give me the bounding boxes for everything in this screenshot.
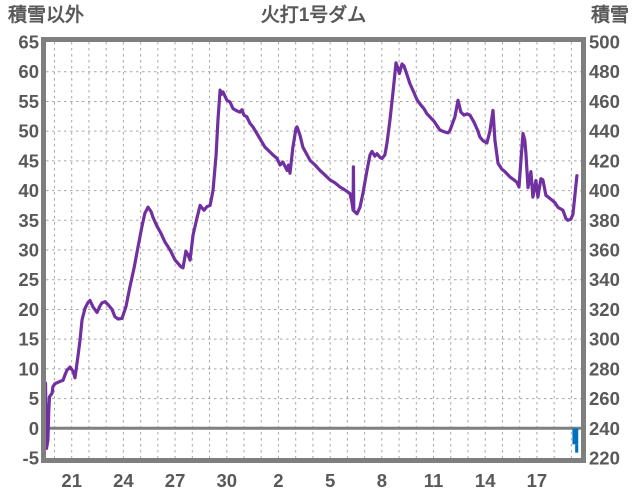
svg-text:5: 5: [29, 388, 39, 409]
svg-text:50: 50: [18, 121, 39, 142]
svg-text:55: 55: [18, 91, 39, 112]
svg-text:20: 20: [18, 299, 39, 320]
svg-text:30: 30: [216, 470, 237, 491]
svg-text:21: 21: [61, 470, 82, 491]
svg-text:300: 300: [589, 329, 620, 350]
grid-lines: [46, 42, 581, 458]
chart-title: 火打1号ダム: [260, 5, 367, 26]
right-axis-ticks: 500 480 460 440 420 400 380 360 340 320 300 280 260 2…: [589, 32, 620, 469]
svg-text:2: 2: [273, 470, 283, 491]
svg-text:8: 8: [377, 470, 387, 491]
svg-text:14: 14: [475, 470, 496, 491]
svg-text:24: 24: [113, 470, 134, 491]
svg-text:45: 45: [18, 150, 39, 171]
precipitation-bar: [572, 428, 579, 453]
svg-text:340: 340: [589, 269, 620, 290]
svg-text:17: 17: [527, 470, 548, 491]
svg-text:15: 15: [18, 329, 39, 350]
svg-text:-5: -5: [23, 448, 39, 469]
svg-text:480: 480: [589, 61, 620, 82]
svg-text:65: 65: [18, 32, 39, 53]
plot-border: [41, 37, 586, 463]
x-axis-ticks: 21 24 27 30 2 5 8 11 14 17: [61, 470, 547, 491]
svg-text:240: 240: [589, 418, 620, 439]
svg-text:0: 0: [29, 418, 39, 439]
svg-text:35: 35: [18, 210, 39, 231]
svg-text:5: 5: [325, 470, 335, 491]
svg-text:320: 320: [589, 299, 620, 320]
svg-text:27: 27: [165, 470, 186, 491]
svg-text:220: 220: [589, 448, 620, 469]
svg-text:30: 30: [18, 240, 39, 261]
svg-text:400: 400: [589, 180, 620, 201]
svg-text:40: 40: [18, 180, 39, 201]
svg-text:280: 280: [589, 358, 620, 379]
svg-text:11: 11: [424, 470, 444, 491]
svg-text:25: 25: [18, 269, 39, 290]
svg-text:10: 10: [18, 358, 39, 379]
right-axis-title: 積雪: [590, 5, 629, 26]
svg-text:260: 260: [589, 388, 620, 409]
svg-text:420: 420: [589, 150, 620, 171]
svg-text:500: 500: [589, 32, 620, 53]
svg-text:360: 360: [589, 240, 620, 261]
svg-text:60: 60: [18, 61, 39, 82]
left-axis-title: 積雪以外: [8, 5, 85, 26]
svg-text:460: 460: [589, 91, 620, 112]
snow-depth-line: [44, 61, 579, 451]
svg-text:380: 380: [589, 210, 620, 231]
svg-text:440: 440: [589, 121, 620, 142]
